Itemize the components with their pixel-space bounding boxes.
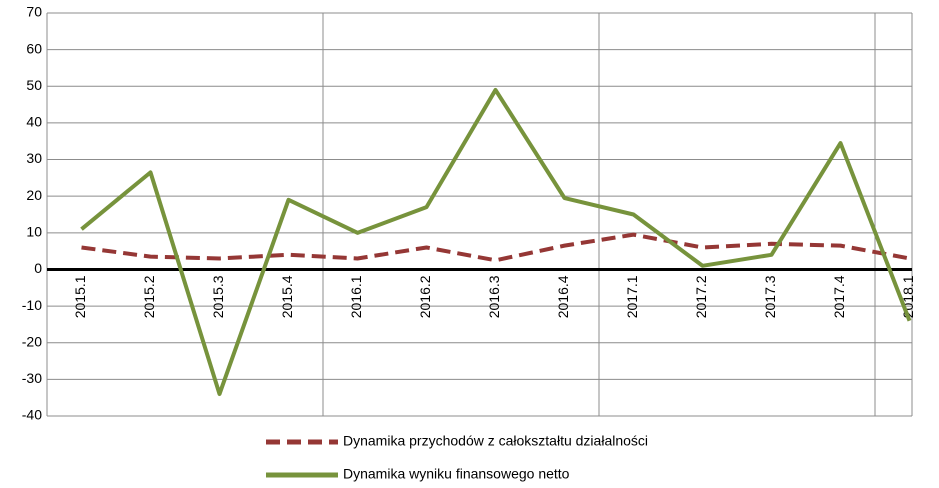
x-tick-label: 2015.3 xyxy=(210,275,226,318)
y-tick-label: 60 xyxy=(26,40,42,56)
y-tick-label: -40 xyxy=(22,407,42,423)
y-tick-label: 10 xyxy=(26,224,42,240)
x-tick-label: 2016.1 xyxy=(348,275,364,318)
x-tick-label: 2016.3 xyxy=(486,275,502,318)
x-tick-label: 2015.4 xyxy=(279,275,295,318)
y-tick-label: -10 xyxy=(22,297,42,313)
x-tick-label: 2015.2 xyxy=(141,275,157,318)
x-tick-label: 2017.2 xyxy=(693,275,709,318)
y-tick-label: 20 xyxy=(26,187,42,203)
line-series xyxy=(80,87,912,397)
legend-label: Dynamika wyniku finansowego netto xyxy=(343,466,570,482)
y-tick-label: 70 xyxy=(26,4,42,20)
x-tick-label: 2017.1 xyxy=(624,275,640,318)
y-tick-label: -20 xyxy=(22,333,42,349)
x-tick-label: 2017.4 xyxy=(831,275,847,318)
x-tick-label: 2016.4 xyxy=(555,275,571,318)
x-tick-label: 2016.2 xyxy=(417,275,433,318)
x-tick-label: 2018.1 xyxy=(900,275,916,318)
y-tick-label: 0 xyxy=(34,260,42,276)
y-tick-label: 50 xyxy=(26,77,42,93)
line-series xyxy=(81,232,910,263)
y-tick-label: -30 xyxy=(22,370,42,386)
x-tick-label: 2015.1 xyxy=(72,275,88,318)
y-tick-label: 40 xyxy=(26,114,42,130)
x-tick-label: 2017.3 xyxy=(762,275,778,318)
legend-label: Dynamika przychodów z całokształtu dział… xyxy=(343,433,648,449)
y-tick-label: 30 xyxy=(26,150,42,166)
